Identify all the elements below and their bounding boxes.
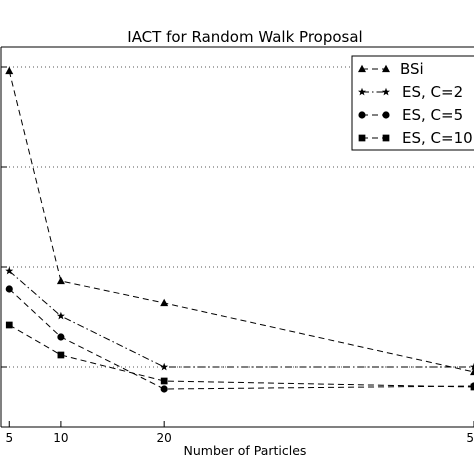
series-line-1 — [8, 270, 474, 368]
legend-marker-start-1 — [358, 87, 366, 96]
legend-marker-start-3 — [358, 134, 366, 142]
legend-label-2: ES, C=5 — [402, 106, 463, 124]
series-2 — [5, 285, 474, 393]
axes — [0, 46, 474, 428]
data-point-2-2 — [160, 385, 168, 393]
x-tick-label-2: 20 — [157, 431, 172, 445]
data-point-1-1 — [56, 311, 65, 320]
series-line-3 — [9, 324, 474, 388]
legend-label-1: ES, C=2 — [402, 83, 463, 101]
data-point-3-0 — [5, 321, 13, 329]
data-point-1-0 — [5, 266, 14, 275]
data-point-2-0 — [5, 285, 13, 293]
legend-marker-end-0 — [382, 64, 390, 73]
legend-marker-end-3 — [382, 134, 390, 142]
data-point-1-3 — [470, 362, 474, 371]
data-point-1-2 — [160, 362, 169, 371]
series-0 — [5, 66, 474, 376]
series-1 — [5, 266, 474, 371]
chart-title: IACT for Random Walk Proposal — [127, 28, 362, 46]
x-tick-label-1: 10 — [53, 431, 68, 445]
legend-box — [351, 55, 474, 151]
data-point-3-3 — [470, 383, 474, 391]
legend: BSi ES, C=2 ES, C=5 ES, C=10 — [351, 55, 474, 151]
data-point-3-2 — [160, 377, 168, 385]
series-line-0 — [8, 70, 474, 373]
data-point-0-2 — [160, 298, 169, 307]
legend-label-0: BSi — [400, 60, 424, 78]
x-axis-label: Number of Particles — [184, 443, 307, 458]
data-point-3-1 — [57, 351, 65, 359]
series-3 — [5, 321, 474, 391]
data-point-0-3 — [470, 367, 474, 376]
x-tick-label-3: 50 — [466, 431, 474, 445]
legend-marker-start-2 — [358, 111, 366, 119]
legend-label-3: ES, C=10 — [402, 129, 473, 147]
legend-marker-end-1 — [382, 87, 390, 96]
data-point-0-0 — [5, 66, 14, 75]
data-point-0-1 — [56, 276, 65, 285]
data-point-2-1 — [57, 333, 65, 341]
x-tick-label-0: 5 — [5, 431, 13, 445]
legend-marker-start-0 — [358, 64, 366, 73]
legend-marker-end-2 — [382, 111, 390, 119]
series-group — [5, 66, 474, 393]
series-line-2 — [8, 288, 474, 390]
x-ticks: 5 10 20 50 — [5, 421, 474, 445]
